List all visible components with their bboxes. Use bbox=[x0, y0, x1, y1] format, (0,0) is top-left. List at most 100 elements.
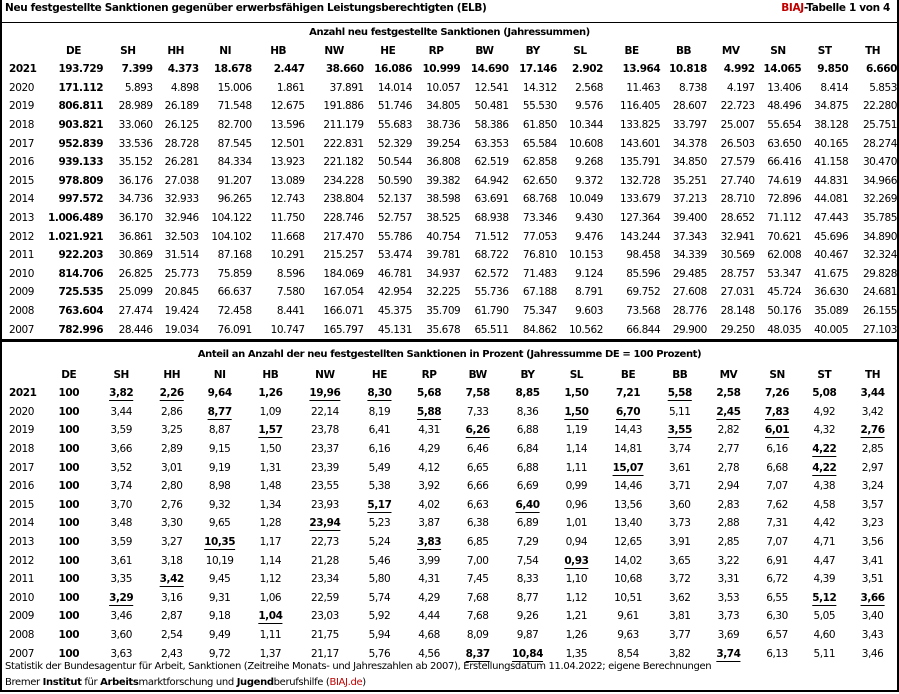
cell-mv: 3,69 bbox=[717, 629, 740, 642]
percent-section: Anteil an Anzahl der neu festgestellten … bbox=[2, 339, 897, 660]
highlighted-value: 23,94 bbox=[309, 517, 341, 530]
cell-bb: 35.251 bbox=[672, 174, 707, 187]
cell-hb: 1,28 bbox=[259, 517, 282, 530]
cell-by: 8,36 bbox=[516, 405, 539, 418]
cell-sl: 10.344 bbox=[568, 119, 603, 132]
cell-bb: 3,72 bbox=[668, 573, 691, 586]
cell-de: 100 bbox=[58, 387, 80, 400]
year-cell: 2010 bbox=[9, 591, 34, 604]
cell-de: 763.604 bbox=[58, 305, 104, 318]
cell-de: 100 bbox=[58, 629, 80, 642]
cell-rp: 39.382 bbox=[426, 174, 461, 187]
cell-bb: 28.607 bbox=[672, 100, 707, 113]
cell-sh: 33.536 bbox=[118, 137, 153, 150]
cell-by: 8,85 bbox=[515, 387, 540, 400]
cell-sl: 10.153 bbox=[568, 249, 603, 262]
cell-hb: 1,34 bbox=[259, 498, 282, 511]
cell-by: 77.053 bbox=[522, 230, 557, 243]
year-cell: 2018 bbox=[9, 443, 34, 456]
cell-bb: 8.738 bbox=[679, 81, 707, 94]
cell-mv: 3,22 bbox=[717, 554, 740, 567]
cell-th: 29.828 bbox=[862, 267, 897, 280]
cell-he: 52.329 bbox=[377, 137, 412, 150]
cell-by: 7,29 bbox=[516, 536, 539, 549]
cell-sh: 35.152 bbox=[118, 156, 153, 169]
cell-nw: 234.228 bbox=[323, 174, 364, 187]
cell-nw: 228.746 bbox=[323, 212, 364, 225]
cell-he: 42.954 bbox=[377, 286, 412, 299]
highlighted-value: 1,04 bbox=[258, 610, 283, 623]
cell-mv: 27.579 bbox=[720, 156, 755, 169]
cell-sl: 1,19 bbox=[565, 424, 588, 437]
cell-th: 3,41 bbox=[861, 554, 884, 567]
year-cell: 2008 bbox=[9, 629, 34, 642]
cell-he: 5,38 bbox=[368, 480, 391, 493]
cell-ni: 9,45 bbox=[208, 573, 231, 586]
column-header-by: BY bbox=[525, 45, 541, 57]
cell-sn: 66.416 bbox=[767, 156, 802, 169]
cell-mv: 28.710 bbox=[720, 193, 755, 206]
cell-hb: 12.501 bbox=[270, 137, 305, 150]
cell-be: 133.825 bbox=[619, 119, 661, 132]
cell-hb: 1,14 bbox=[259, 554, 282, 567]
cell-hb: 1.861 bbox=[276, 81, 305, 94]
cell-nw: 23,93 bbox=[311, 498, 339, 511]
cell-de: 100 bbox=[58, 647, 80, 660]
cell-he: 46.781 bbox=[377, 267, 412, 280]
cell-hh: 20.845 bbox=[164, 286, 199, 299]
cell-sl: 0,96 bbox=[565, 498, 588, 511]
cell-rp: 5,68 bbox=[417, 387, 442, 400]
cell-st: 47.443 bbox=[814, 212, 849, 225]
cell-rp: 10.999 bbox=[422, 63, 461, 76]
cell-hh: 2,26 bbox=[149, 384, 194, 403]
cell-sh: 3,48 bbox=[110, 517, 132, 530]
cell-sl: 0,99 bbox=[565, 480, 588, 493]
cell-sn: 70.621 bbox=[767, 230, 802, 243]
cell-hh: 32.946 bbox=[164, 212, 199, 225]
table-tag: BIAJ-Tabelle 1 von 4 bbox=[781, 2, 890, 14]
cell-be: 133.679 bbox=[619, 193, 661, 206]
cell-nw: 167.054 bbox=[323, 286, 364, 299]
table-row: 2015 978.809 36.176 27.038 91.207 13.089 234.2… bbox=[5, 172, 897, 191]
cell-hb: 1,04 bbox=[245, 607, 296, 626]
cell-de: 978.809 bbox=[58, 174, 104, 187]
cell-st: 4,60 bbox=[813, 629, 836, 642]
cell-by: 61.850 bbox=[522, 119, 557, 132]
cell-nw: 184.069 bbox=[323, 267, 364, 280]
cell-ni: 84.334 bbox=[217, 156, 252, 169]
cell-st: 40.165 bbox=[814, 137, 849, 150]
cell-hb: 1,17 bbox=[259, 536, 282, 549]
cell-sl: 9.268 bbox=[575, 156, 603, 169]
cell-mv: 2,45 bbox=[703, 403, 754, 422]
cell-hb: 1,06 bbox=[259, 591, 282, 604]
cell-he: 52.137 bbox=[377, 193, 412, 206]
cell-th: 26.155 bbox=[862, 305, 897, 318]
cell-by: 68.768 bbox=[522, 193, 557, 206]
year-cell: 2014 bbox=[9, 193, 34, 206]
cell-rp: 39.254 bbox=[426, 137, 461, 150]
cell-hb: 1,37 bbox=[259, 647, 282, 660]
cell-ni: 9,15 bbox=[208, 443, 231, 456]
cell-de: 1.021.921 bbox=[48, 230, 104, 243]
cell-mv: 2,58 bbox=[716, 387, 741, 400]
cell-th: 24.681 bbox=[862, 286, 897, 299]
column-header-sh: SH bbox=[120, 45, 136, 57]
column-header-sl: SL bbox=[573, 45, 587, 57]
column-header-rp: RP bbox=[421, 369, 437, 381]
cell-ni: 104.102 bbox=[211, 230, 252, 243]
org-text-part: marktforschung und bbox=[138, 677, 237, 688]
column-header-be: BE bbox=[624, 45, 639, 57]
cell-bb: 29.900 bbox=[672, 323, 707, 336]
table-row: 2016 100 3,74 2,80 8,98 1,48 23,55 5,38 3,92 6,66… bbox=[5, 477, 897, 496]
year-cell: 2013 bbox=[9, 212, 34, 225]
cell-bw: 6,38 bbox=[466, 517, 489, 530]
highlighted-value: 1,57 bbox=[258, 424, 283, 437]
cell-sn: 7,26 bbox=[765, 387, 790, 400]
cell-st: 4,38 bbox=[813, 480, 836, 493]
cell-rp: 4,12 bbox=[418, 461, 440, 474]
cell-he: 45.131 bbox=[377, 323, 412, 336]
cell-he: 50.544 bbox=[377, 156, 412, 169]
cell-be: 14,02 bbox=[614, 554, 642, 567]
table-row: 2007 100 3,63 2,43 9,72 1,37 21,17 5,76 4,56 8,37… bbox=[5, 644, 897, 663]
cell-bb: 37.343 bbox=[672, 230, 707, 243]
